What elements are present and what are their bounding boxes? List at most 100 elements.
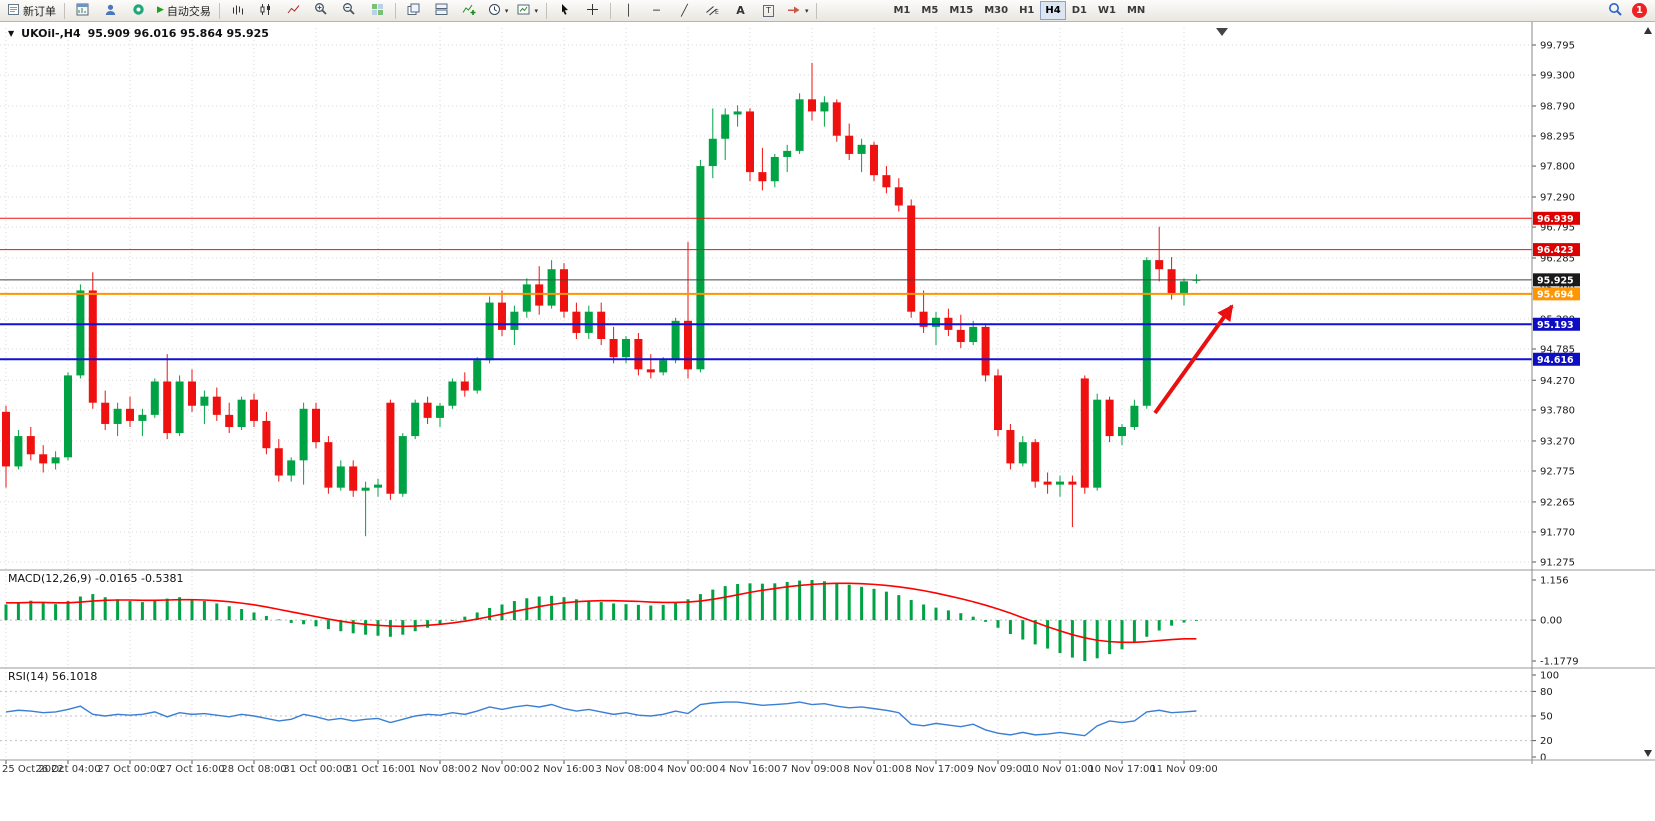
svg-text:93.780: 93.780 <box>1540 405 1575 416</box>
zoom-out-button[interactable] <box>336 0 363 21</box>
svg-text:96.423: 96.423 <box>1537 245 1574 256</box>
cascade-windows-icon <box>407 3 420 19</box>
timeframe-m15[interactable]: M15 <box>949 5 974 16</box>
profile-icon <box>104 3 117 19</box>
svg-text:1.156: 1.156 <box>1540 576 1569 587</box>
svg-text:1 Nov 08:00: 1 Nov 08:00 <box>409 764 470 775</box>
svg-text:2 Nov 00:00: 2 Nov 00:00 <box>471 764 532 775</box>
svg-text:2 Nov 16:00: 2 Nov 16:00 <box>533 764 594 775</box>
crosshair-button[interactable] <box>579 0 606 21</box>
chevron-down-icon: ▾ <box>504 6 509 15</box>
vertical-line-icon: │ <box>625 4 632 17</box>
chart-title: ▼ UKOil-,H4 95.909 96.016 95.864 95.925 <box>8 27 269 40</box>
separator <box>816 2 818 19</box>
tile-windows-button[interactable] <box>364 0 391 21</box>
svg-text:25 Oct 2022: 25 Oct 2022 <box>2 764 64 775</box>
trendline-tool[interactable]: ╱ <box>671 0 698 21</box>
tile-horizontal-button[interactable] <box>428 0 455 21</box>
svg-text:80: 80 <box>1540 687 1553 698</box>
svg-text:31 Oct 00:00: 31 Oct 00:00 <box>283 764 348 775</box>
text-label-icon: T <box>763 4 774 17</box>
shapes-icon <box>787 3 801 19</box>
svg-text:94.785: 94.785 <box>1540 345 1575 356</box>
channel-tool[interactable]: E <box>699 0 726 21</box>
chevron-down-icon: ▾ <box>534 6 538 15</box>
svg-text:0: 0 <box>1540 753 1546 764</box>
svg-text:95.193: 95.193 <box>1537 320 1574 331</box>
svg-text:10 Nov 17:00: 10 Nov 17:00 <box>1088 764 1155 775</box>
horizontal-line-tool[interactable]: ─ <box>643 0 670 21</box>
new-order-icon <box>7 3 20 19</box>
svg-text:10 Nov 01:00: 10 Nov 01:00 <box>1026 764 1093 775</box>
separator <box>609 2 611 19</box>
scroll-up-icon <box>1644 27 1652 34</box>
vertical-line-tool[interactable]: │ <box>615 0 642 21</box>
chart-shift-icon <box>1216 28 1228 36</box>
timeframe-m5[interactable]: M5 <box>921 5 939 16</box>
line-chart-type-button[interactable] <box>280 0 307 21</box>
svg-text:97.290: 97.290 <box>1540 193 1575 204</box>
new-order-button[interactable]: 新订单 <box>3 0 60 21</box>
bar-chart-type-button[interactable] <box>224 0 251 21</box>
timeframe-m30[interactable]: M30 <box>984 5 1009 16</box>
community-button[interactable] <box>125 0 152 21</box>
text-label-tool[interactable]: T <box>755 0 782 21</box>
svg-text:96.795: 96.795 <box>1540 223 1575 234</box>
svg-text:97.800: 97.800 <box>1540 162 1575 173</box>
svg-text:31 Oct 16:00: 31 Oct 16:00 <box>345 764 410 775</box>
cursor-icon <box>558 3 571 19</box>
cascade-windows-button[interactable] <box>400 0 427 21</box>
zoom-in-button[interactable] <box>308 0 335 21</box>
svg-text:8 Nov 17:00: 8 Nov 17:00 <box>905 764 966 775</box>
svg-text:96.939: 96.939 <box>1537 214 1574 225</box>
svg-text:98.295: 98.295 <box>1540 132 1575 143</box>
notification-badge[interactable]: 1 <box>1632 3 1647 18</box>
chevron-down-icon: ▾ <box>804 6 809 15</box>
shapes-tool[interactable]: ▾ <box>783 0 813 21</box>
svg-text:50: 50 <box>1540 712 1553 723</box>
svg-text:8 Nov 01:00: 8 Nov 01:00 <box>843 764 904 775</box>
text-tool[interactable]: A <box>727 0 754 21</box>
svg-text:27 Oct 16:00: 27 Oct 16:00 <box>159 764 224 775</box>
separator <box>64 2 65 19</box>
tile-windows-icon <box>371 3 384 19</box>
separator <box>545 2 547 19</box>
search-button[interactable] <box>1602 0 1629 21</box>
timeframe-mn[interactable]: MN <box>1126 5 1146 16</box>
svg-text:91.770: 91.770 <box>1540 527 1575 538</box>
svg-text:4 Nov 00:00: 4 Nov 00:00 <box>657 764 718 775</box>
timeframe-m1[interactable]: M1 <box>893 5 911 16</box>
svg-text:92.265: 92.265 <box>1540 497 1575 508</box>
periods-button[interactable]: ▾ <box>484 0 513 21</box>
svg-text:95.925: 95.925 <box>1537 275 1574 286</box>
svg-text:0.00: 0.00 <box>1540 616 1562 627</box>
svg-text:93.270: 93.270 <box>1540 436 1575 447</box>
profile-button[interactable] <box>97 0 124 21</box>
community-icon <box>132 3 145 19</box>
svg-text:96.285: 96.285 <box>1540 253 1575 264</box>
timeframe-h4[interactable]: H4 <box>1040 1 1066 20</box>
new-order-label: 新订单 <box>23 4 56 18</box>
timeframe-d1[interactable]: D1 <box>1071 5 1087 16</box>
svg-text:99.300: 99.300 <box>1540 71 1575 82</box>
bar-chart-icon <box>231 3 244 19</box>
templates-button[interactable]: ▾ <box>513 0 542 21</box>
indicators-button[interactable] <box>456 0 483 21</box>
svg-text:99.795: 99.795 <box>1540 41 1575 52</box>
autotrade-button[interactable]: ▶ 自动交易 <box>153 0 215 21</box>
symbol-dropdown-icon[interactable]: ▼ <box>8 29 15 38</box>
svg-text:26 Oct 04:00: 26 Oct 04:00 <box>35 764 100 775</box>
timeframe-h1[interactable]: H1 <box>1019 5 1035 16</box>
timeframe-w1[interactable]: W1 <box>1097 5 1116 16</box>
charts-grid-button[interactable] <box>69 0 96 21</box>
trendline-icon: ╱ <box>681 4 688 17</box>
periods-clock-icon <box>488 3 501 19</box>
cursor-button[interactable] <box>551 0 578 21</box>
indicators-add-icon <box>462 3 476 19</box>
templates-icon <box>517 3 530 19</box>
text-icon: A <box>736 4 745 17</box>
candlestick-type-button[interactable] <box>252 0 279 21</box>
svg-text:3 Nov 08:00: 3 Nov 08:00 <box>595 764 656 775</box>
